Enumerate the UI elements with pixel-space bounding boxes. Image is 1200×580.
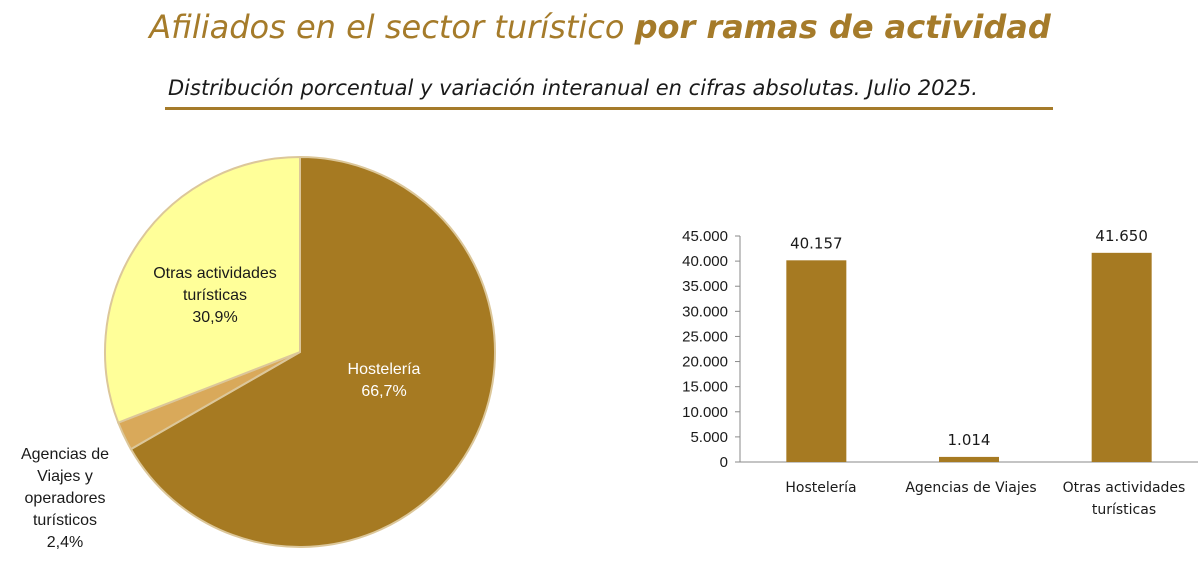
bar-value-label-1: 1.014: [948, 431, 991, 449]
y-tick-label: 10.000: [682, 404, 728, 421]
y-tick-label: 0: [720, 454, 728, 471]
subtitle-underline: [165, 107, 1053, 110]
pie-label-hosteleria: Hostelería 66,7%: [348, 361, 421, 400]
y-tick-label: 5.000: [690, 429, 728, 446]
y-tick-label: 40.000: [682, 253, 728, 270]
y-tick-label: 20.000: [682, 354, 728, 371]
pie-label-otras-percent: 30,9%: [192, 309, 237, 326]
y-tick-label: 45.000: [682, 228, 728, 245]
bar-chart-category-labels: Hostelería Agencias de Viajes Otras acti…: [785, 480, 1185, 518]
y-tick-label: 35.000: [682, 278, 728, 295]
title-part-2: por ramas de actividad: [634, 8, 1051, 46]
bar-0: [786, 260, 847, 462]
pie-slice-hosteleria: [129, 155, 496, 548]
bar-chart-axes: 0 5.000 10.000 15.000 20.000 25.000 30.000 35.0…: [682, 228, 1198, 471]
pie-label-otras-line-1: Otras actividades: [153, 265, 277, 282]
bar-2: [1091, 252, 1152, 462]
pie-slices: [104, 155, 496, 548]
pie-label-agencias-line-3: operadores: [25, 490, 106, 507]
bar-category-hosteleria: Hostelería: [785, 480, 856, 496]
pie-label-otras-line-2: turísticas: [183, 287, 247, 304]
bar-chart-value-labels: 40.157 1.014 41.650: [790, 227, 1148, 449]
pie-label-hosteleria-percent: 66,7%: [361, 383, 406, 400]
page-subtitle: Distribución porcentual y variación inte…: [168, 76, 978, 100]
pie-label-agencias: Agencias de Viajes y operadores turístic…: [21, 446, 109, 551]
pie-label-agencias-percent: 2,4%: [47, 534, 83, 551]
pie-label-agencias-line-4: turísticos: [33, 512, 97, 529]
pie-label-agencias-line-1: Agencias de: [21, 446, 109, 463]
bar-category-otras-line-1: Otras actividades: [1063, 480, 1186, 496]
bar-value-label-0: 40.157: [790, 234, 843, 252]
pie-label-otras: Otras actividades turísticas 30,9%: [153, 265, 277, 326]
y-tick-label: 30.000: [682, 303, 728, 320]
page-title: Afiliados en el sector turístico por ram…: [0, 8, 1200, 46]
bar-value-label-2: 41.650: [1095, 227, 1148, 245]
pie-label-agencias-line-2: Viajes y: [37, 468, 93, 485]
bar-category-otras-line-2: turísticas: [1092, 502, 1156, 518]
bar-category-agencias: Agencias de Viajes: [905, 480, 1036, 496]
title-part-1: Afiliados en el sector turístico: [149, 8, 635, 46]
y-tick-label: 15.000: [682, 379, 728, 396]
y-tick-label: 25.000: [682, 328, 728, 345]
pie-label-hosteleria-name: Hostelería: [348, 361, 421, 378]
pie-slice-otras: [104, 155, 301, 424]
bar-1: [939, 456, 999, 462]
bar-chart-bars: [786, 252, 1152, 462]
